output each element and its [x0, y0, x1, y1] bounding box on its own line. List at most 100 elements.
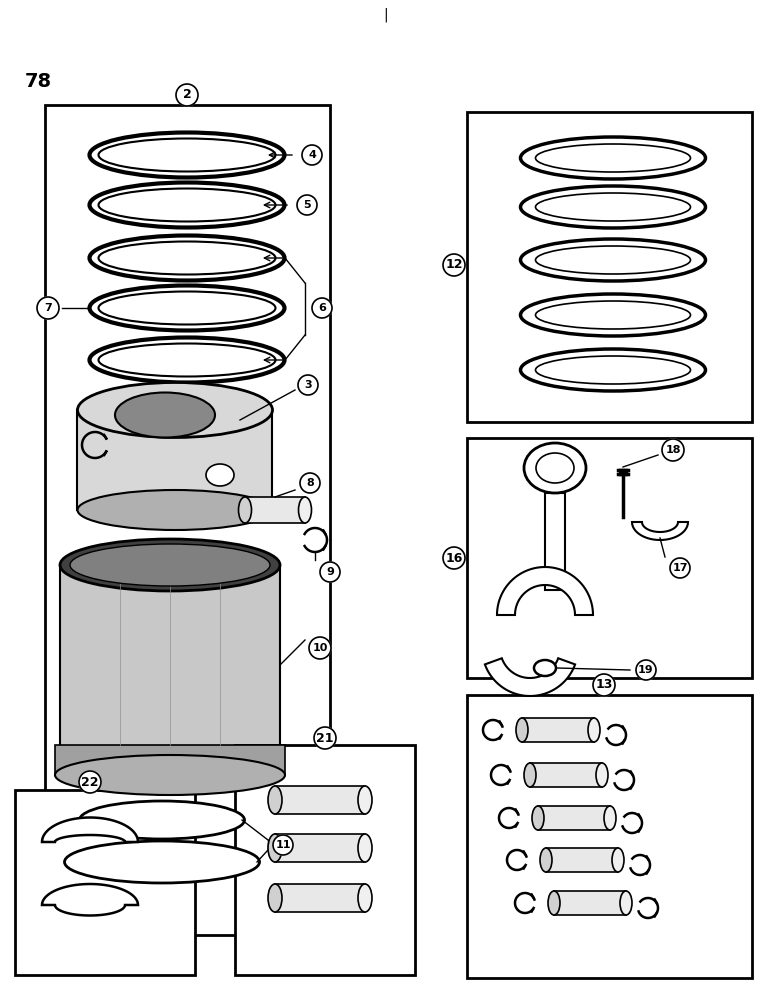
Ellipse shape [70, 544, 270, 586]
Ellipse shape [99, 344, 276, 376]
Circle shape [302, 145, 322, 165]
Ellipse shape [612, 848, 624, 872]
Ellipse shape [536, 301, 690, 329]
Text: 19: 19 [638, 665, 654, 675]
Bar [245, 497, 305, 523]
Bar [467, 695, 752, 978]
Ellipse shape [358, 884, 372, 912]
Ellipse shape [524, 763, 536, 787]
Text: 2: 2 [183, 89, 191, 102]
Ellipse shape [115, 392, 215, 438]
Circle shape [312, 298, 332, 318]
Bar [554, 891, 626, 915]
Bar [45, 105, 330, 935]
Text: 8: 8 [306, 478, 314, 488]
Text: 5: 5 [303, 200, 311, 210]
Ellipse shape [60, 539, 280, 591]
Ellipse shape [520, 349, 706, 391]
Circle shape [79, 771, 101, 793]
Bar [275, 834, 365, 862]
Ellipse shape [596, 763, 608, 787]
Text: 17: 17 [672, 563, 688, 573]
Bar [77, 410, 273, 510]
Bar [55, 745, 285, 775]
Ellipse shape [548, 891, 560, 915]
Text: 13: 13 [595, 678, 613, 692]
Bar [60, 565, 280, 775]
Ellipse shape [99, 188, 276, 222]
Ellipse shape [536, 453, 574, 483]
Ellipse shape [239, 497, 252, 523]
Ellipse shape [268, 884, 282, 912]
Text: 12: 12 [445, 258, 462, 271]
Ellipse shape [536, 356, 690, 384]
Circle shape [309, 637, 331, 659]
Text: |: | [384, 8, 388, 22]
Bar [275, 884, 365, 912]
Ellipse shape [520, 186, 706, 228]
Circle shape [298, 375, 318, 395]
Text: 16: 16 [445, 552, 462, 564]
Text: 9: 9 [326, 567, 334, 577]
Text: 78: 78 [25, 72, 52, 91]
Ellipse shape [90, 338, 285, 382]
Ellipse shape [99, 292, 276, 324]
Circle shape [443, 547, 465, 569]
Ellipse shape [520, 294, 706, 336]
Ellipse shape [90, 132, 285, 178]
Ellipse shape [604, 806, 616, 830]
Ellipse shape [358, 786, 372, 814]
Circle shape [297, 195, 317, 215]
Ellipse shape [77, 490, 273, 530]
Text: 6: 6 [318, 303, 326, 313]
Ellipse shape [90, 286, 285, 330]
Ellipse shape [532, 806, 544, 830]
Text: 22: 22 [81, 776, 99, 788]
Ellipse shape [516, 718, 528, 742]
Circle shape [670, 558, 690, 578]
Ellipse shape [536, 246, 690, 274]
Circle shape [443, 254, 465, 276]
Polygon shape [632, 522, 688, 540]
Bar [275, 786, 365, 814]
Ellipse shape [65, 841, 259, 883]
Circle shape [593, 674, 615, 696]
Circle shape [636, 660, 656, 680]
Ellipse shape [268, 786, 282, 814]
Bar [522, 718, 594, 742]
Bar [546, 848, 618, 872]
Text: 21: 21 [317, 732, 334, 744]
Ellipse shape [524, 443, 586, 493]
Circle shape [273, 835, 293, 855]
Circle shape [314, 727, 336, 749]
Circle shape [176, 84, 198, 106]
Polygon shape [42, 818, 138, 842]
Bar [530, 763, 602, 787]
Ellipse shape [520, 137, 706, 179]
Ellipse shape [536, 193, 690, 221]
Ellipse shape [534, 660, 556, 676]
Ellipse shape [90, 235, 285, 280]
Ellipse shape [536, 144, 690, 172]
Text: 18: 18 [665, 445, 681, 455]
Ellipse shape [99, 138, 276, 172]
Ellipse shape [299, 497, 311, 523]
Text: 10: 10 [313, 643, 327, 653]
Circle shape [300, 473, 320, 493]
Text: 4: 4 [308, 150, 316, 160]
Bar [467, 438, 752, 678]
Ellipse shape [520, 239, 706, 281]
Polygon shape [42, 884, 138, 915]
Circle shape [320, 562, 340, 582]
Bar [538, 806, 610, 830]
Bar [15, 790, 195, 975]
Ellipse shape [206, 464, 234, 486]
Circle shape [662, 439, 684, 461]
Ellipse shape [80, 801, 245, 839]
Ellipse shape [99, 241, 276, 274]
Polygon shape [545, 493, 565, 590]
Ellipse shape [268, 834, 282, 862]
Text: 3: 3 [304, 380, 312, 390]
Circle shape [37, 297, 59, 319]
Text: 11: 11 [276, 840, 291, 850]
